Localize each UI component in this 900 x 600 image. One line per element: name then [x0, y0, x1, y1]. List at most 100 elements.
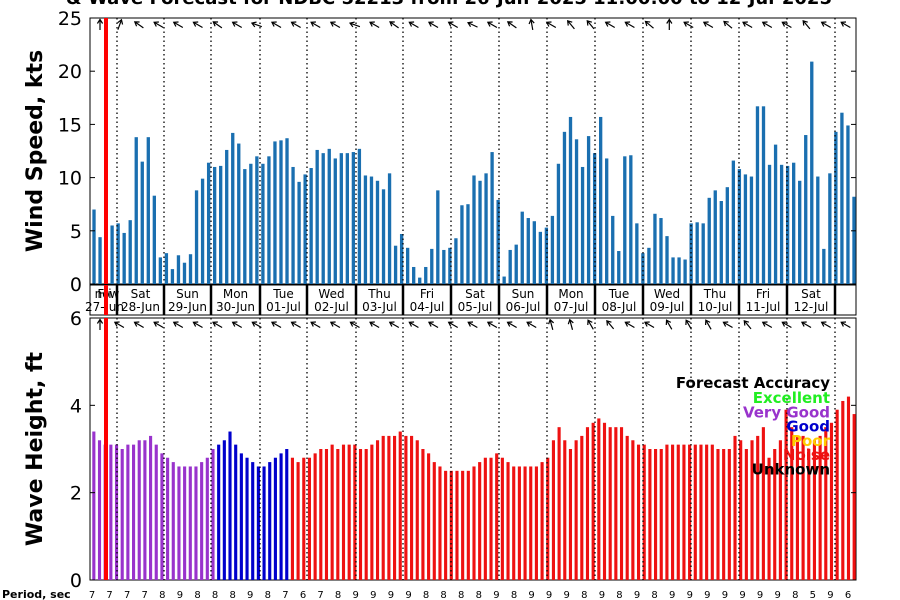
- date-day-label: Sat: [131, 287, 151, 301]
- date-day-label: Tue: [272, 287, 294, 301]
- wind-bar: [834, 131, 838, 284]
- wind-direction-arrow: [528, 18, 535, 31]
- wave-direction-arrow: [329, 321, 341, 329]
- wind-bar: [478, 180, 482, 284]
- period-value: 9: [634, 590, 640, 600]
- wave-direction-arrow: [761, 321, 773, 329]
- wave-bar: [217, 444, 221, 580]
- wind-bar: [586, 136, 591, 284]
- period-value: 9: [353, 590, 359, 600]
- period-value: 5: [810, 590, 816, 600]
- chart-title: & Wave Forecast for NDBC 52213 from 26-J…: [66, 0, 832, 9]
- wave-bar: [273, 457, 277, 580]
- legend-item: Noise: [783, 446, 830, 464]
- wind-bar: [345, 153, 349, 284]
- wind-bar: [822, 248, 826, 284]
- legend-item: Good: [786, 418, 830, 436]
- date-date-label: 29-Jun: [168, 300, 207, 314]
- wind-bar: [116, 223, 120, 284]
- wind-bar: [846, 125, 850, 285]
- wave-bar: [381, 435, 385, 580]
- wave-direction-arrow: [408, 321, 419, 329]
- wind-bar: [454, 238, 458, 284]
- wave-bar: [364, 449, 368, 580]
- wind-bar: [466, 204, 470, 284]
- wave-bar: [750, 440, 754, 580]
- date-date-label: 28-Jun: [121, 300, 160, 314]
- wind-bar: [200, 178, 205, 284]
- wind-bar: [381, 189, 386, 284]
- wind-bar: [828, 173, 832, 284]
- period-value: 8: [423, 590, 429, 600]
- wave-bar: [194, 466, 198, 580]
- wave-direction-arrow: [212, 321, 223, 329]
- wave-bar: [353, 444, 357, 580]
- period-value: 7: [142, 590, 148, 600]
- wave-bar: [614, 427, 618, 580]
- wave-bar: [290, 457, 294, 580]
- wind-bar: [719, 201, 723, 284]
- wind-y-tick-label: 10: [58, 168, 82, 190]
- wind-bar: [490, 152, 494, 284]
- wave-bar: [466, 470, 470, 580]
- wave-bar: [812, 440, 816, 580]
- wave-bar: [682, 444, 686, 580]
- wind-bar: [641, 253, 645, 284]
- wind-y-tick-label: 25: [58, 8, 82, 30]
- wave-bar: [568, 449, 573, 580]
- wind-bar: [303, 174, 307, 284]
- wind-bar: [261, 163, 265, 284]
- wave-bar: [393, 435, 397, 580]
- date-date-label: 02-Jul: [314, 300, 349, 314]
- wave-bar: [483, 457, 487, 580]
- wave-bar: [370, 444, 374, 580]
- wave-bar: [540, 462, 544, 580]
- wave-bar: [602, 422, 607, 580]
- period-value: 9: [599, 590, 605, 600]
- wave-bar: [228, 431, 232, 580]
- date-day-label: Tue: [608, 287, 630, 301]
- wind-direction-arrow: [604, 21, 616, 29]
- wind-direction-arrow: [231, 21, 243, 29]
- wave-bar: [654, 449, 658, 580]
- wave-direction-arrow: [743, 319, 752, 330]
- wind-bar: [840, 112, 844, 284]
- wind-bar: [412, 266, 416, 284]
- wave-direction-arrow: [800, 321, 812, 329]
- legend-item: Excellent: [753, 389, 830, 407]
- wind-bar: [291, 166, 295, 284]
- wave-bar: [659, 449, 663, 580]
- date-day-label: Thu: [367, 287, 391, 301]
- period-value: 8: [440, 590, 446, 600]
- period-value: 9: [564, 590, 570, 600]
- wave-bar: [313, 453, 317, 580]
- date-day-label: Sun: [512, 287, 535, 301]
- wave-bar: [631, 440, 635, 580]
- wave-bar: [251, 462, 255, 580]
- wave-direction-arrow: [624, 321, 635, 329]
- wave-bar: [597, 418, 601, 580]
- period-value: 8: [651, 590, 657, 600]
- wind-bar: [297, 181, 301, 284]
- wind-bar: [484, 173, 488, 284]
- wave-direction-arrow: [467, 321, 478, 329]
- wave-bar: [824, 427, 828, 580]
- wind-bar: [146, 137, 150, 284]
- wave-bar: [319, 449, 323, 580]
- wind-bar: [375, 180, 380, 284]
- wind-direction-arrow: [545, 21, 557, 29]
- date-day-label: Wed: [318, 287, 344, 301]
- wave-bar: [387, 435, 391, 580]
- wave-bar: [410, 435, 414, 580]
- period-value: 9: [528, 590, 534, 600]
- period-value: 7: [89, 590, 95, 600]
- wind-bar: [514, 244, 518, 284]
- date-date-label: 09-Jul: [650, 300, 685, 314]
- period-value: 8: [230, 590, 236, 600]
- wave-bar: [137, 440, 141, 580]
- date-day-label: Sat: [465, 287, 485, 301]
- wind-direction-arrow: [192, 21, 203, 29]
- wind-y-tick-label: 5: [70, 221, 82, 243]
- wave-bar: [143, 440, 147, 580]
- wind-bar: [309, 168, 313, 284]
